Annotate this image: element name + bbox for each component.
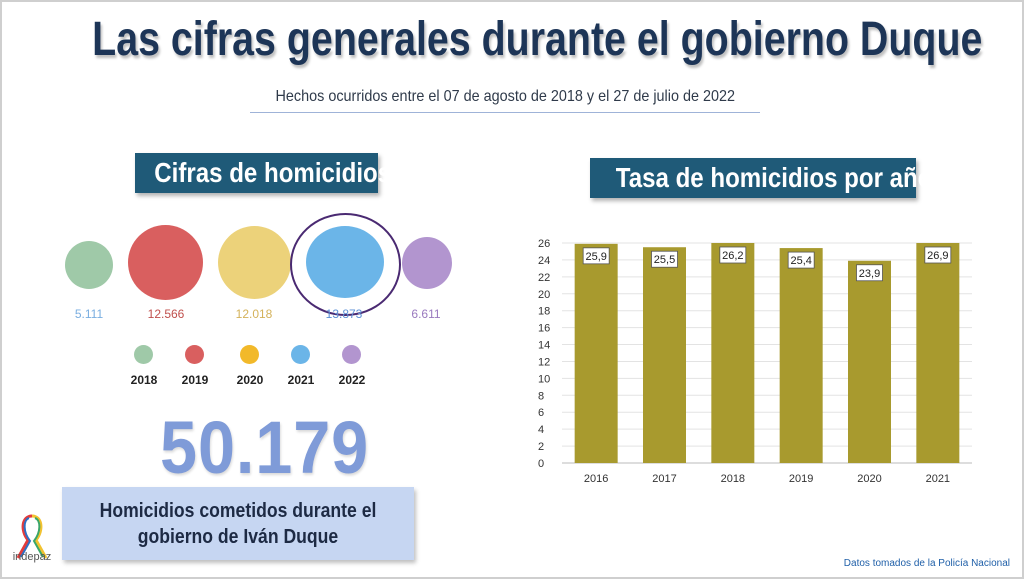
- y-tick-label: 22: [538, 272, 550, 284]
- y-tick-label: 2: [538, 441, 544, 453]
- bubble-2020: [218, 226, 291, 299]
- ribbon-icon: [16, 514, 48, 559]
- data-label-box: [719, 246, 747, 264]
- page-title: Las cifras generales durante el gobierno…: [92, 13, 983, 66]
- legend-year-2021: 2021: [287, 373, 315, 387]
- data-label-2021: 26,9: [927, 250, 948, 262]
- x-tick-label-2019: 2019: [789, 473, 813, 485]
- y-tick-label: 10: [538, 373, 550, 385]
- legend-dot-2020: [240, 345, 259, 364]
- x-tick-label-2021: 2021: [926, 473, 950, 485]
- legend-year-2022: 2022: [338, 373, 366, 387]
- x-tick-label-2020: 2020: [857, 473, 881, 485]
- data-label-2018: 26,2: [722, 250, 743, 262]
- data-label-box: [651, 250, 678, 268]
- data-source: Datos tomados de la Policía Nacional: [843, 558, 1010, 569]
- data-label-2017: 25,5: [654, 254, 675, 266]
- legend-dot-2021: [291, 345, 310, 364]
- y-tick-label: 18: [538, 306, 550, 318]
- y-tick-label: 8: [538, 390, 544, 402]
- y-tick-label: 24: [538, 255, 550, 267]
- bubble-value-2020: 12.018: [235, 307, 273, 321]
- bubble-value-2018: 5.111: [74, 307, 104, 321]
- data-label-box: [582, 247, 610, 265]
- total-homicides: 50.179: [160, 406, 370, 489]
- x-tick-label-2017: 2017: [652, 473, 676, 485]
- y-tick-label: 4: [538, 424, 544, 436]
- homicide-figures-heading: Cifras de homicidios: [135, 153, 391, 193]
- data-label-2016: 25,9: [585, 251, 606, 263]
- y-tick-label: 0: [538, 458, 544, 470]
- bar-2017: [643, 247, 686, 463]
- bubble-2019: [128, 225, 203, 300]
- y-tick-label: 14: [538, 340, 550, 352]
- y-tick-label: 20: [538, 289, 550, 301]
- homicide-rate-heading-text: Tasa de homicidios por año: [615, 162, 933, 193]
- legend-year-2020: 2020: [236, 373, 264, 387]
- y-tick-label: 6: [538, 407, 544, 419]
- legend-dot-2022: [342, 345, 361, 364]
- logo-text: indepaz: [12, 551, 52, 563]
- bar-2016: [574, 243, 618, 463]
- data-label-box: [787, 251, 815, 269]
- homicide-figures-heading-text: Cifras de homicidios: [154, 157, 392, 188]
- data-label-2019: 25,4: [790, 255, 811, 267]
- total-caption-box: Homicidios cometidos durante el gobierno…: [62, 487, 414, 560]
- bubble-2021-highlight-ring: [290, 213, 401, 316]
- bar-2020: [848, 260, 891, 463]
- data-label-box: [924, 246, 952, 264]
- total-caption: Homicidios cometidos durante el gobierno…: [99, 499, 377, 548]
- y-tick-label: 26: [538, 238, 550, 250]
- data-label-2020: 23,9: [859, 268, 880, 280]
- y-tick-label: 12: [538, 356, 550, 368]
- homicide-rate-heading: Tasa de homicidios por año: [590, 158, 932, 198]
- data-label-box: [856, 264, 883, 282]
- legend-dot-2019: [185, 345, 204, 364]
- x-tick-label-2018: 2018: [721, 473, 745, 485]
- legend-year-2019: 2019: [181, 373, 209, 387]
- legend-year-2018: 2018: [130, 373, 158, 387]
- bubble-2018: [65, 241, 113, 289]
- bar-2019: [779, 248, 823, 463]
- bar-2021: [916, 243, 960, 463]
- y-tick-label: 16: [538, 323, 550, 335]
- bar-2018: [711, 243, 755, 463]
- homicide-rate-chart: 0246810121416182022242625,9201625,520172…: [538, 238, 972, 485]
- x-tick-label-2016: 2016: [584, 473, 608, 485]
- bubble-value-2019: 12.566: [147, 307, 185, 321]
- bubble-2022: [402, 237, 452, 289]
- legend-dot-2018: [134, 345, 153, 364]
- bubble-value-2022: 6.611: [411, 307, 441, 321]
- bubble-value-2021: 13.873: [325, 307, 363, 321]
- page-subtitle: Hechos ocurridos entre el 07 de agosto d…: [275, 88, 736, 105]
- subtitle-divider: [250, 112, 760, 113]
